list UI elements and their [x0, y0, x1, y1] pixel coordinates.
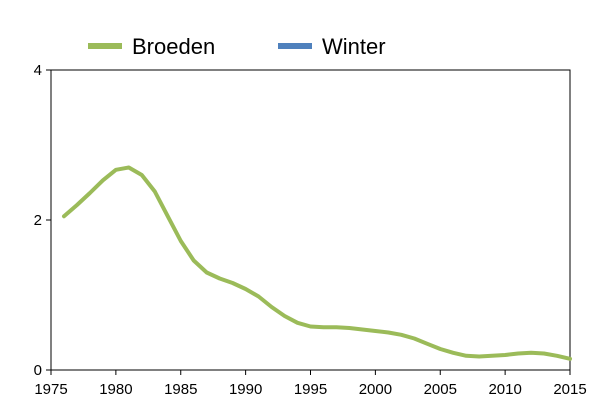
- x-tick-label: 2010: [488, 381, 521, 398]
- legend: Broeden Winter: [88, 34, 386, 59]
- x-tick-label: 2015: [553, 381, 586, 398]
- x-axis: 1975 1980 1985 1990 1995 2000 2005 2010 2015: [34, 370, 587, 398]
- x-tick-label: 1975: [34, 381, 67, 398]
- series-line-broeden: [62, 165, 572, 361]
- x-tick-label: 1995: [294, 381, 327, 398]
- x-tick-label: 2005: [424, 381, 457, 398]
- legend-label-winter: Winter: [322, 34, 386, 59]
- legend-label-broeden: Broeden: [132, 34, 215, 59]
- series-layer: [62, 165, 572, 361]
- y-axis: 0 2 4: [34, 62, 51, 379]
- x-tick-label: 1980: [99, 381, 132, 398]
- x-tick-label: 1990: [229, 381, 262, 398]
- y-tick-label: 4: [34, 62, 42, 79]
- y-tick-label: 0: [34, 362, 42, 379]
- x-tick-label: 2000: [359, 381, 392, 398]
- plot-area: [50, 69, 571, 371]
- x-tick-label: 1985: [164, 381, 197, 398]
- y-tick-label: 2: [34, 212, 42, 229]
